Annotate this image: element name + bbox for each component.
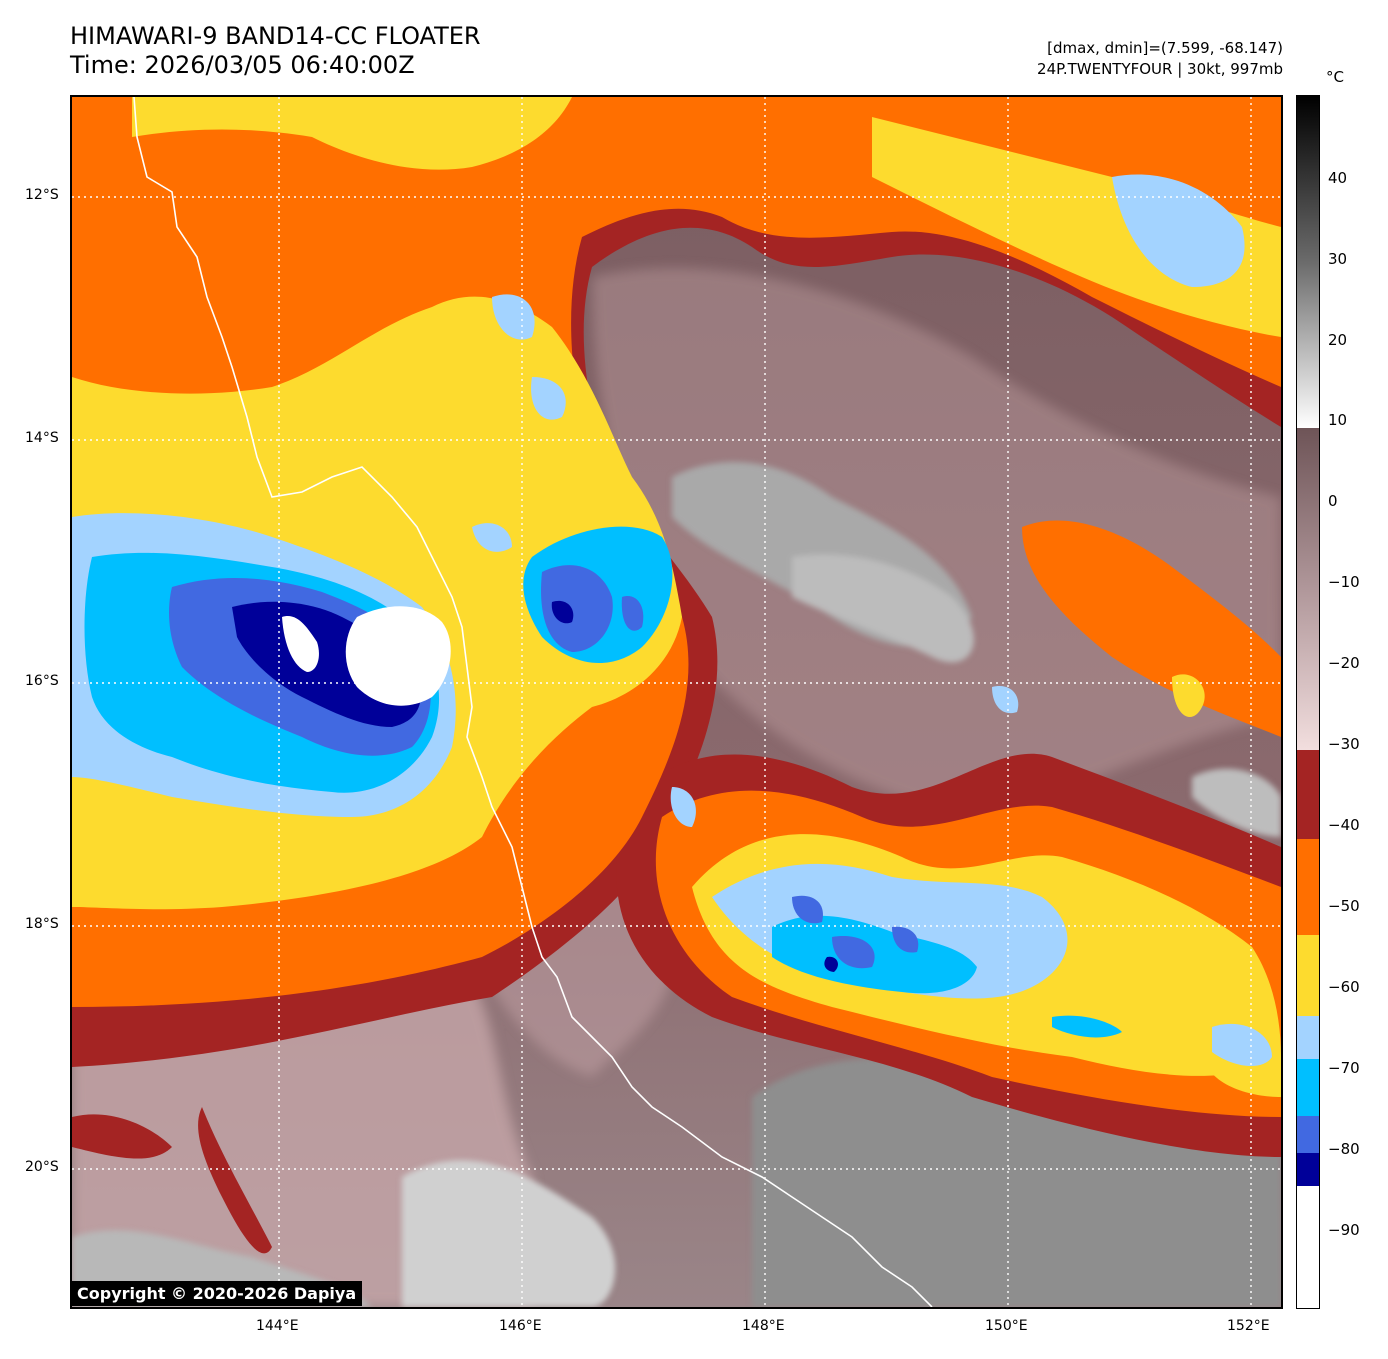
colorbar-tick: −50 — [1328, 897, 1360, 915]
satellite-map — [70, 95, 1283, 1309]
colorbar-tick: 40 — [1328, 169, 1348, 187]
title-line-1: HIMAWARI-9 BAND14-CC FLOATER — [70, 22, 481, 50]
copyright-badge: Copyright © 2020-2026 Dapiya — [71, 1281, 363, 1306]
colorbar-unit: °C — [1326, 68, 1344, 86]
band-white-core — [282, 606, 451, 706]
lon-label-148e: 148°E — [742, 1318, 785, 1334]
info-line-1: [dmax, dmin]=(7.599, -68.147) — [1047, 39, 1283, 57]
lon-label-152e: 152°E — [1227, 1318, 1270, 1334]
satellite-imagery — [72, 97, 1281, 1307]
lat-label-18s: 18°S — [25, 916, 59, 932]
coastline — [133, 97, 933, 1307]
lat-label-16s: 16°S — [25, 673, 59, 689]
colorbar-tick: −10 — [1328, 573, 1360, 591]
lat-label-12s: 12°S — [25, 187, 59, 203]
colorbar-tick: 0 — [1328, 492, 1338, 510]
lat-label-14s: 14°S — [25, 430, 59, 446]
storm-info: [dmax, dmin]=(7.599, -68.147) 24P.TWENTY… — [1037, 38, 1283, 80]
colorbar-gradient — [1297, 96, 1319, 1308]
colorbar-tick: 20 — [1328, 331, 1348, 349]
colorbar-tick: −20 — [1328, 654, 1360, 672]
chart-title: HIMAWARI-9 BAND14-CC FLOATER Time: 2026/… — [70, 22, 481, 80]
colorbar-tick: −60 — [1328, 978, 1360, 996]
lon-label-146e: 146°E — [499, 1318, 542, 1334]
colorbar-tick: −40 — [1328, 816, 1360, 834]
lon-label-144e: 144°E — [256, 1318, 299, 1334]
colorbar-tick: −30 — [1328, 735, 1360, 753]
gridlines — [72, 97, 1281, 1307]
lon-label-150e: 150°E — [985, 1318, 1028, 1334]
title-line-2: Time: 2026/03/05 06:40:00Z — [70, 51, 415, 79]
colorbar-tick: −90 — [1328, 1221, 1360, 1239]
lat-label-20s: 20°S — [25, 1159, 59, 1175]
colorbar-tick: 10 — [1328, 411, 1348, 429]
colorbar — [1296, 95, 1320, 1309]
info-line-2: 24P.TWENTYFOUR | 30kt, 997mb — [1037, 60, 1283, 78]
colorbar-tick: −80 — [1328, 1140, 1360, 1158]
colorbar-tick: 30 — [1328, 250, 1348, 268]
colorbar-tick: −70 — [1328, 1059, 1360, 1077]
